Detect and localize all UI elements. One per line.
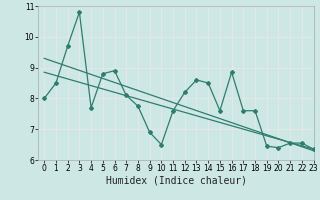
X-axis label: Humidex (Indice chaleur): Humidex (Indice chaleur)	[106, 176, 246, 186]
